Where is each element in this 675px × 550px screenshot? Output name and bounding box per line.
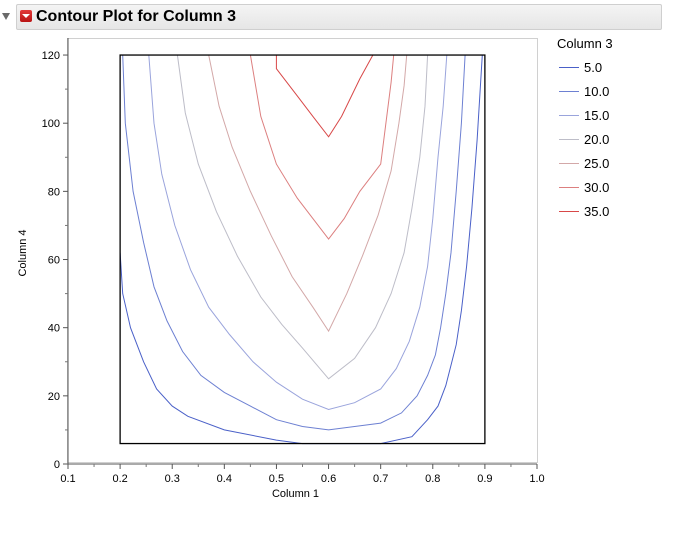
contour-line-25-0: [208, 54, 408, 333]
contour-line-10-0: [122, 54, 466, 431]
x-tick-label: 1.0: [529, 473, 544, 485]
y-tick-label: 60: [48, 255, 60, 267]
x-tick-label: 0.1: [60, 473, 75, 485]
legend-label: 35.0: [584, 204, 610, 219]
legend-swatch: [559, 187, 579, 188]
legend-swatch: [559, 67, 579, 68]
x-tick-label: 0.8: [425, 473, 440, 485]
legend-swatch: [559, 115, 579, 116]
legend-swatch: [559, 163, 579, 164]
collapse-triangle-icon[interactable]: [2, 13, 10, 20]
legend: Column 3 5.0 10.0 15.0 20.0 25.0 30.0 35.0: [557, 36, 669, 228]
x-tick-label: 0.5: [269, 473, 284, 485]
y-tick-label: 120: [42, 50, 60, 62]
legend-label: 30.0: [584, 180, 610, 195]
x-tick-label: 0.9: [477, 473, 492, 485]
contour-line-30-0: [249, 54, 395, 240]
x-tick-label: 0.7: [373, 473, 388, 485]
legend-item: 25.0: [557, 156, 669, 180]
legend-item: 35.0: [557, 204, 669, 228]
x-tick-label: 0.3: [165, 473, 180, 485]
x-tick-label: 0.4: [217, 473, 232, 485]
x-tick-label: 0.6: [321, 473, 336, 485]
legend-item: 30.0: [557, 180, 669, 204]
contour-line-35-0: [275, 54, 374, 138]
contour-line-20-0: [176, 54, 429, 380]
data-region-border: [119, 54, 486, 445]
chart-title: Contour Plot for Column 3: [36, 8, 236, 25]
legend-label: 20.0: [584, 132, 610, 147]
x-tick-label: 0.2: [112, 473, 127, 485]
legend-item: 5.0: [557, 60, 669, 84]
legend-label: 15.0: [584, 108, 610, 123]
contour-line-5-0: [119, 54, 483, 445]
outline-box-title: Contour Plot for Column 3: [16, 4, 662, 30]
y-tick-label: 80: [48, 186, 60, 198]
legend-title: Column 3: [557, 36, 613, 51]
y-tick-label: 20: [48, 391, 60, 403]
y-tick-label: 0: [54, 459, 60, 471]
legend-item: 20.0: [557, 132, 669, 156]
legend-item: 10.0: [557, 84, 669, 108]
legend-label: 10.0: [584, 84, 610, 99]
legend-swatch: [559, 211, 579, 212]
y-tick-label: 100: [42, 118, 60, 130]
legend-swatch: [559, 91, 579, 92]
y-tick-label: 40: [48, 323, 60, 335]
legend-list: 5.0 10.0 15.0 20.0 25.0 30.0 35.0: [557, 60, 669, 228]
contour-line-15-0: [148, 54, 448, 411]
legend-item: 15.0: [557, 108, 669, 132]
report-header: Contour Plot for Column 3: [0, 4, 662, 30]
legend-label: 5.0: [584, 60, 603, 75]
red-hotspot-menu-icon[interactable]: [20, 10, 32, 22]
y-axis-label: Column 4: [17, 229, 29, 276]
legend-swatch: [559, 139, 579, 140]
x-axis-label: Column 1: [272, 488, 319, 500]
legend-label: 25.0: [584, 156, 610, 171]
